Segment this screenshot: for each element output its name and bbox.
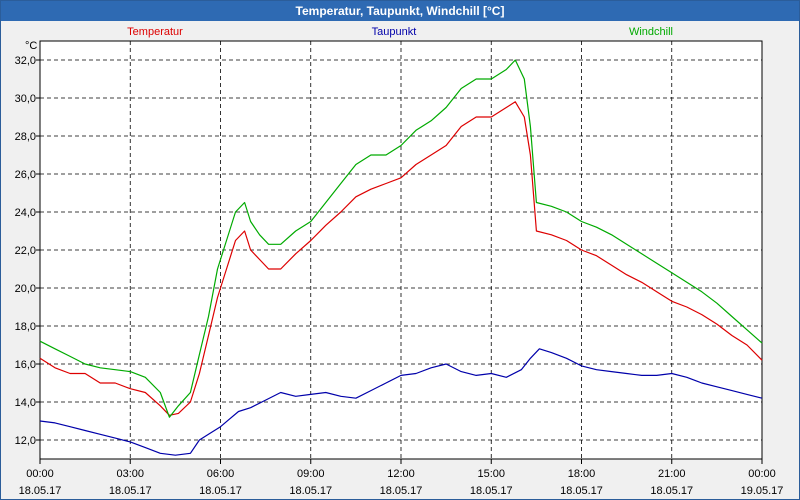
y-tick-label: 30,0 — [15, 93, 36, 105]
y-tick-label: 20,0 — [15, 283, 36, 295]
window-title: Temperatur, Taupunkt, Windchill [°C] — [1, 1, 799, 21]
x-tick-time-label: 12:00 — [387, 468, 415, 480]
legend-entry-taupunkt: Taupunkt — [372, 26, 417, 38]
legend-entry-temperatur: Temperatur — [127, 26, 183, 38]
x-tick-time-label: 00:00 — [26, 468, 54, 480]
y-tick-label: 32,0 — [15, 55, 36, 67]
x-tick-time-label: 15:00 — [477, 468, 505, 480]
y-tick-label: 16,0 — [15, 359, 36, 371]
x-tick-date-label: 19.05.17 — [741, 485, 784, 497]
x-tick-time-label: 03:00 — [116, 468, 144, 480]
x-tick-date-label: 18.05.17 — [199, 485, 242, 497]
y-unit-label: °C — [25, 40, 37, 52]
y-tick-label: 18,0 — [15, 321, 36, 333]
y-tick-label: 14,0 — [15, 397, 36, 409]
series-line-windchill — [39, 59, 763, 418]
x-tick-date-label: 18.05.17 — [109, 485, 152, 497]
y-tick-label: 28,0 — [15, 131, 36, 143]
y-tick-label: 22,0 — [15, 245, 36, 257]
x-tick-date-label: 18.05.17 — [650, 485, 693, 497]
x-tick-date-label: 18.05.17 — [560, 485, 603, 497]
x-tick-date-label: 18.05.17 — [289, 485, 332, 497]
x-tick-time-label: 00:00 — [748, 468, 776, 480]
x-tick-time-label: 06:00 — [207, 468, 235, 480]
x-tick-date-label: 18.05.17 — [470, 485, 513, 497]
x-tick-time-label: 18:00 — [568, 468, 596, 480]
y-tick-label: 26,0 — [15, 169, 36, 181]
series-line-taupunkt — [39, 348, 763, 456]
x-tick-date-label: 18.05.17 — [19, 485, 62, 497]
legend-entry-windchill: Windchill — [629, 26, 673, 38]
x-tick-time-label: 21:00 — [658, 468, 686, 480]
y-tick-label: 12,0 — [15, 435, 36, 447]
y-tick-label: 24,0 — [15, 207, 36, 219]
x-tick-time-label: 09:00 — [297, 468, 325, 480]
x-tick-date-label: 18.05.17 — [380, 485, 423, 497]
